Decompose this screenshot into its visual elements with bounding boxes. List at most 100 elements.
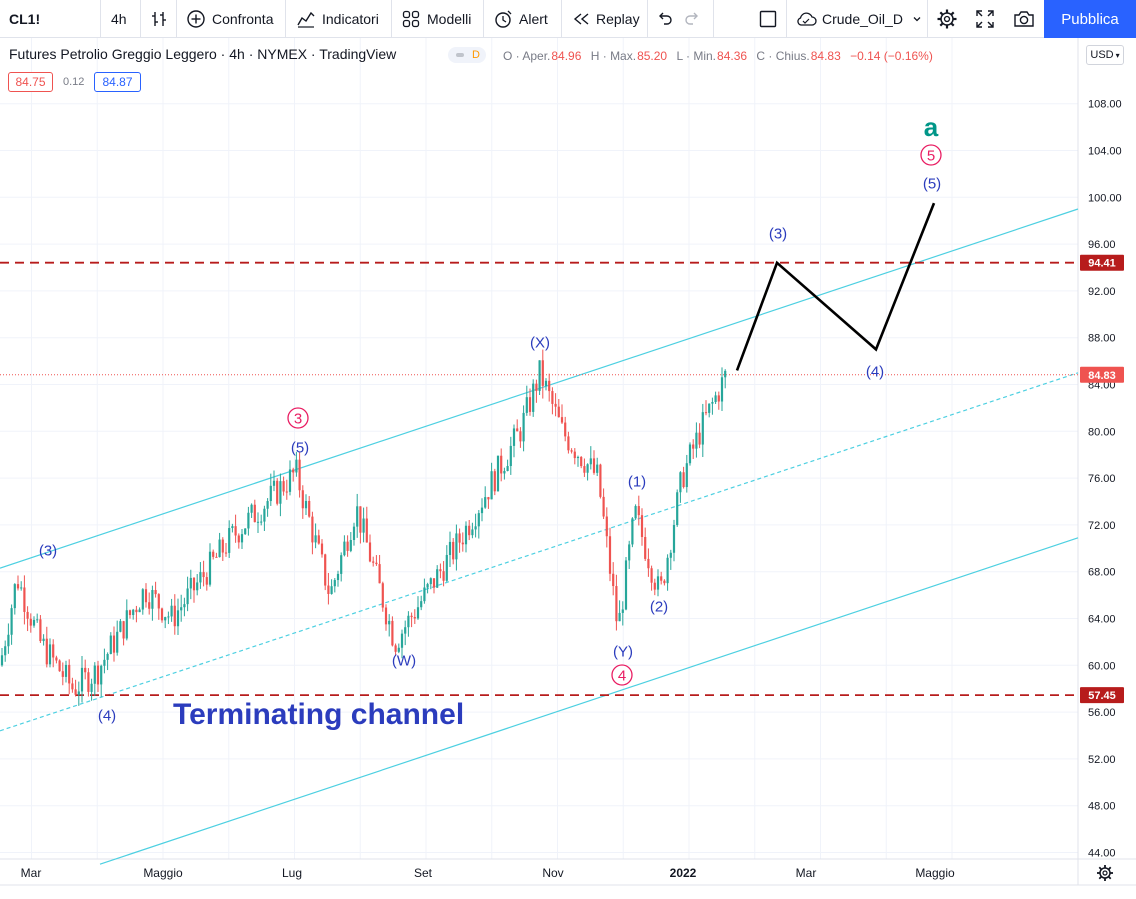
chart-settings-button[interactable] [936,0,958,38]
candle-body [701,412,704,445]
candle-body [64,664,68,677]
alert-button[interactable]: Alert [493,0,548,38]
candle-body [48,644,52,665]
candle-body [711,402,714,404]
buy-price-button[interactable]: 84.87 [94,72,141,92]
candle-body [32,619,36,626]
compare-label: Confronta [212,11,274,27]
candle-body [640,515,644,538]
candle-body [490,471,493,500]
square-icon [759,10,777,28]
candle-body [295,459,298,473]
candle-body [381,583,384,608]
candle-body [90,683,93,692]
candle-body [679,472,682,493]
gear-icon [937,9,957,29]
close-value: 84.83 [810,49,841,63]
open-label: O · Aper. [503,49,551,63]
candle-body [704,412,708,414]
candle-body [624,560,628,610]
candle-body [480,507,484,514]
candlestick-series [0,349,727,706]
compare-button[interactable]: Confronta [186,0,273,38]
price-tick-label: 104.00 [1088,146,1122,158]
candle-body [68,664,71,684]
candle-body [93,665,96,684]
candle-body [116,631,119,653]
candle-body [224,552,228,554]
candle-body [548,380,551,392]
candle-body [538,360,541,391]
interval-selector[interactable]: 4h [111,11,127,27]
undo-button[interactable] [655,0,673,38]
candle-body [189,577,192,589]
candle-body [292,469,295,473]
templates-button[interactable]: Modelli [402,0,471,38]
ohlc-values: O · Aper.84.96 H · Max.85.20 L · Min.84.… [503,49,933,63]
time-tick-label: Mar [796,866,817,880]
candle-body [256,521,260,523]
redo-icon [685,12,698,25]
candle-body [288,469,292,492]
indicators-button[interactable]: Indicatori [296,0,379,38]
wave-label: (3) [39,543,57,560]
candle-body [260,521,263,523]
wave-labels: (3) (4) 3 (5) (W) (X) (1) (2) (Y) 4 (3) (4) (5) 5 a [39,112,942,725]
fullscreen-button[interactable] [976,0,994,38]
candle-body [416,607,420,619]
candle-body [55,657,58,661]
redo-button[interactable] [684,0,702,38]
candle-body [464,525,468,545]
candle-body [212,551,215,557]
candle-body [503,470,506,474]
candle-body [612,573,615,587]
candle-body [135,609,138,613]
wave-label: (3) [769,226,787,243]
candle-body [528,397,532,412]
candle-body [407,615,410,628]
candle-body [132,609,135,616]
candle-body [45,638,48,665]
publish-button[interactable]: Pubblica [1044,0,1136,38]
wave-label-circle [287,407,309,429]
spread-value: 0.12 [63,76,85,88]
wave-label: (5) [923,176,941,193]
terminating-channel-label: Terminating channel [173,698,464,731]
change-value: −0.14 (−0.16%) [850,49,933,63]
candle-body [439,569,442,572]
indicators-label: Indicatori [322,11,379,27]
settings-icon[interactable] [1097,865,1113,881]
replay-button[interactable]: Replay [572,0,640,38]
sell-price-button[interactable]: 84.75 [8,72,53,92]
price-tick-label: 100.00 [1088,192,1122,204]
wave-label: (2) [650,599,668,616]
low-label: L · Min. [676,49,717,63]
candle-body [541,360,544,386]
candle-body [167,616,170,618]
candle-body [631,518,634,545]
chart-type-button[interactable] [150,0,168,38]
candle-body [461,542,464,545]
wave-label: 3 [294,411,302,428]
price-tick-label: 68.00 [1088,567,1116,579]
symbol-search[interactable]: CL1! [9,11,41,27]
candle-body [77,691,80,695]
currency-selector[interactable]: USD ▾ [1086,45,1124,65]
layout-select-button[interactable] [759,0,777,38]
candle-body [52,644,55,658]
candle-body [176,610,180,627]
candle-body [445,554,448,581]
layout-name-button[interactable]: Crude_Oil_D [795,0,922,38]
price-tick-label: 44.00 [1088,848,1116,860]
candle-body [343,541,346,556]
channel-line [99,537,1079,865]
snapshot-button[interactable] [1013,0,1035,38]
candle-body [605,516,608,537]
candle-body [375,562,378,565]
candle-body [516,428,519,432]
candle-body [103,659,106,666]
candle-body [183,604,186,608]
wave-label: (W) [392,653,416,670]
candle-body [484,497,487,508]
